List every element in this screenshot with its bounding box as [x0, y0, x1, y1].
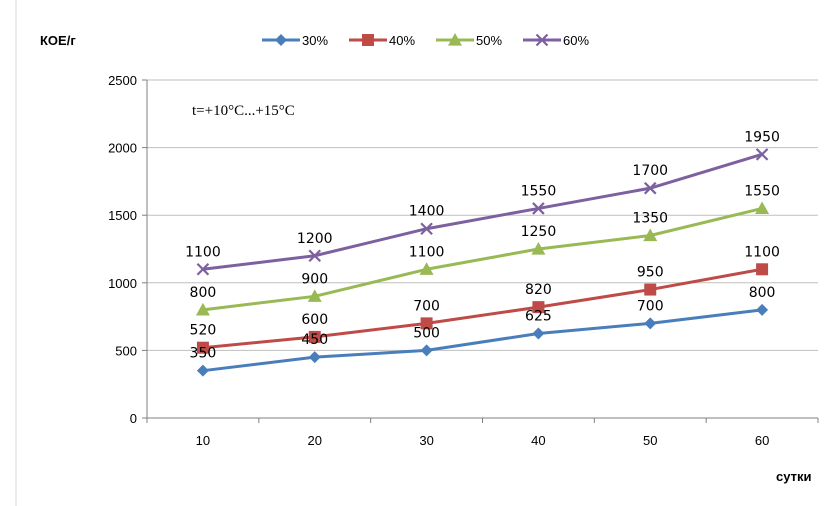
- y-tick-label-1500: 1500: [108, 208, 137, 223]
- y-axis-label: КОЕ/г: [40, 33, 76, 48]
- series-line-50%: [202, 206, 763, 312]
- data-label-50%-60: 1550: [744, 183, 780, 199]
- point-60%-30-stroke-b: [420, 222, 433, 235]
- point-50%-60: [755, 201, 770, 215]
- x-tick-label-30: 30: [419, 433, 433, 448]
- point-50%-20: [307, 289, 322, 302]
- point-40%-30: [420, 317, 433, 330]
- point-40%-60: [756, 263, 769, 276]
- point-30%-60: [756, 303, 769, 316]
- y-tick-label-1000: 1000: [108, 276, 137, 291]
- data-label-60%-40: 1550: [521, 183, 557, 199]
- y-tick-label-2000: 2000: [108, 141, 137, 156]
- y-tick-labels: 0 500 1000 1500 2000 2500: [108, 73, 137, 426]
- point-50%-40: [531, 242, 546, 255]
- data-label-30%-40: 625: [525, 309, 552, 325]
- data-label-50%-10: 800: [190, 285, 217, 301]
- legend: 30% 40% 50% 60%: [262, 33, 589, 48]
- data-label-30%-10: 350: [190, 346, 217, 362]
- point-50%-50: [643, 228, 658, 242]
- point-60%-40: [532, 202, 545, 215]
- point-30%-30: [420, 344, 433, 357]
- legend-label-30%: 30%: [302, 33, 328, 48]
- point-60%-50-stroke-b: [643, 181, 657, 195]
- point-60%-20: [308, 249, 322, 263]
- data-label-50%-30: 1100: [409, 244, 445, 260]
- data-label-50%-40: 1250: [521, 224, 557, 240]
- y-tick-label-2500: 2500: [108, 73, 137, 88]
- x-tick-label-10: 10: [196, 433, 210, 448]
- data-label-30%-30: 500: [413, 325, 440, 341]
- point-60%-60-stroke-b: [755, 148, 769, 161]
- point-40%-10: [196, 341, 209, 354]
- legend-label-60%: 60%: [563, 33, 589, 48]
- data-label-60%-50: 1700: [632, 163, 668, 179]
- data-label-60%-20: 1200: [297, 231, 333, 247]
- point-30%-50: [644, 317, 657, 330]
- grid-lines: [147, 79, 818, 351]
- series-40%: [196, 263, 769, 354]
- data-label-40%-50: 950: [637, 265, 664, 281]
- x-tick-label-60: 60: [755, 433, 769, 448]
- series-50%: [195, 201, 770, 316]
- series-line-30%: [202, 308, 763, 373]
- legend-item-40%: 40%: [349, 33, 415, 48]
- series-group: [195, 148, 770, 377]
- data-label-60%-30: 1400: [409, 204, 445, 220]
- legend-marker-30%: [275, 34, 287, 46]
- series-60%: [196, 148, 769, 276]
- axes: [142, 79, 819, 423]
- point-30%-20: [308, 351, 321, 364]
- data-label-60%-10: 1100: [185, 244, 221, 260]
- data-label-40%-30: 700: [413, 298, 440, 314]
- legend-marker-50%: [448, 33, 462, 46]
- data-label-40%-20: 600: [301, 312, 328, 328]
- legend-marker-40%: [362, 34, 374, 46]
- point-60%-50: [643, 181, 657, 195]
- point-60%-10-stroke-b: [196, 263, 210, 276]
- data-label-50%-20: 900: [301, 271, 328, 287]
- data-label-30%-50: 700: [637, 298, 664, 314]
- legend-marker-60%-stroke-b: [535, 33, 549, 47]
- point-30%-40: [532, 327, 545, 340]
- series-line-60%: [202, 152, 763, 271]
- legend-marker-60%: [535, 33, 549, 47]
- x-tick-label-20: 20: [308, 433, 322, 448]
- point-30%-10: [196, 364, 209, 377]
- point-40%-40: [532, 301, 545, 314]
- legend-item-30%: 30%: [262, 33, 328, 48]
- point-60%-60: [755, 148, 769, 161]
- point-60%-10: [196, 263, 210, 276]
- legend-label-50%: 50%: [476, 33, 502, 48]
- data-label-40%-10: 520: [190, 323, 217, 339]
- x-tick-labels: 10 20 30 40 50 60: [196, 433, 770, 448]
- data-labels: 350 450 500 625 700 800 520 600 700 820 950 1100 800…: [185, 129, 780, 361]
- x-tick-label-50: 50: [643, 433, 657, 448]
- legend-item-50%: 50%: [436, 33, 502, 48]
- x-axis-label: сутки: [776, 469, 811, 484]
- data-label-50%-50: 1350: [632, 210, 668, 226]
- point-60%-30: [420, 222, 433, 235]
- point-40%-50: [644, 283, 657, 296]
- data-label-40%-40: 820: [525, 282, 552, 298]
- legend-item-60%: 60%: [523, 33, 589, 48]
- y-tick-label-0: 0: [130, 411, 137, 426]
- point-50%-30: [419, 262, 434, 275]
- data-label-60%-60: 1950: [744, 129, 780, 145]
- series-30%: [196, 303, 769, 377]
- y-tick-label-500: 500: [115, 343, 137, 358]
- point-50%-10: [195, 302, 210, 316]
- point-60%-20-stroke-b: [308, 249, 322, 263]
- point-40%-20: [308, 330, 321, 343]
- x-tick-label-40: 40: [531, 433, 545, 448]
- series-line-40%: [202, 267, 763, 350]
- data-label-30%-20: 450: [301, 332, 328, 348]
- legend-label-40%: 40%: [389, 33, 415, 48]
- data-label-40%-60: 1100: [744, 244, 780, 260]
- temperature-annotation: t=+10°C...+15°C: [192, 103, 295, 119]
- point-60%-40-stroke-b: [532, 202, 545, 215]
- data-label-30%-60: 800: [749, 285, 776, 301]
